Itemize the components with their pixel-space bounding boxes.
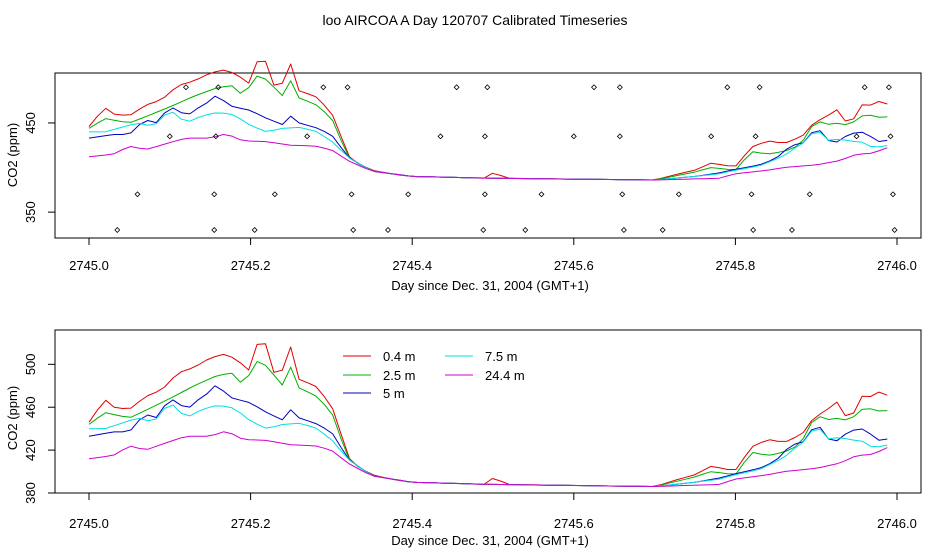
bottom-x-axis-label: Day since Dec. 31, 2004 (GMT+1)	[391, 533, 589, 548]
top-y-axis-label: CO2 (ppm)	[5, 123, 20, 187]
series-line-24-4-m-bottom	[88, 431, 888, 487]
x-tick-label: 2746.0	[877, 516, 917, 531]
diamond-marker	[215, 84, 222, 91]
diamond-marker	[405, 191, 412, 198]
diamond-marker	[114, 227, 121, 233]
diamond-marker	[853, 133, 860, 140]
x-tick-label: 2745.2	[231, 516, 271, 531]
x-tick-label: 2745.6	[554, 516, 594, 531]
diamond-marker	[212, 133, 219, 140]
diamond-marker	[480, 227, 487, 233]
diamond-marker	[134, 191, 141, 198]
legend-label: 0.4 m	[383, 349, 416, 364]
top-plot-frame	[54, 72, 922, 239]
x-tick-label: 2745.2	[231, 258, 271, 273]
diamond-marker	[182, 84, 189, 91]
diamond-marker	[320, 84, 327, 91]
bottom-x-axis: 2745.0 2745.2 2745.4 2745.6 2745.8 2746.0	[69, 493, 917, 531]
bottom-plot-frame	[54, 329, 922, 494]
diamond-marker	[889, 191, 896, 198]
diamond-marker	[344, 84, 351, 91]
diamond-marker	[591, 84, 597, 91]
diamond-marker	[724, 84, 731, 91]
series-line-2-5-m-top	[88, 75, 888, 181]
diamond-marker	[887, 133, 894, 140]
diamond-marker	[481, 191, 488, 198]
diamond-marker	[350, 227, 357, 233]
chart-title: loo AIRCOA A Day 120707 Calibrated Times…	[322, 12, 627, 28]
top-y-axis: 350 450	[23, 112, 55, 223]
diamond-marker	[616, 133, 623, 140]
top-series-lines	[88, 60, 888, 181]
series-line-0-4-m-bottom	[88, 343, 888, 487]
bottom-y-axis: 380 420 460 500	[23, 353, 55, 504]
diamond-marker	[348, 191, 355, 198]
diamond-marker	[788, 227, 795, 233]
diamond-marker	[620, 227, 627, 233]
diamond-marker	[570, 133, 577, 140]
diamond-marker	[538, 191, 545, 198]
y-tick-label: 460	[23, 396, 38, 418]
diamond-marker	[271, 191, 278, 198]
series-line-24-4-m-top	[88, 134, 888, 181]
diamond-marker	[166, 133, 173, 140]
diamond-marker	[481, 133, 488, 140]
diamond-marker	[708, 133, 715, 140]
diamond-marker	[861, 84, 868, 91]
diamond-marker	[659, 227, 666, 233]
top-x-axis-label: Day since Dec. 31, 2004 (GMT+1)	[391, 278, 589, 293]
diamond-marker	[453, 84, 460, 91]
top-markers	[114, 84, 898, 233]
y-tick-label: 500	[23, 353, 38, 375]
diamond-marker	[750, 227, 757, 233]
diamond-marker	[748, 191, 755, 198]
legend: 0.4 m 2.5 m 5 m 7.5 m 24.4 m	[343, 349, 525, 401]
x-tick-label: 2745.4	[392, 516, 432, 531]
diamond-marker	[384, 227, 391, 233]
bottom-y-axis-label: CO2 (ppm)	[5, 386, 20, 450]
x-tick-label: 2745.0	[69, 516, 109, 531]
y-tick-label: 450	[23, 112, 38, 134]
diamond-marker	[885, 84, 892, 91]
bottom-series-lines	[88, 343, 888, 487]
y-tick-label: 420	[23, 439, 38, 461]
top-panel: 2745.0 2745.2 2745.4 2745.6 2745.8 2746.0 350…	[5, 60, 922, 293]
diamond-marker	[484, 84, 491, 91]
diamond-marker	[616, 84, 623, 91]
diamond-marker	[806, 191, 813, 198]
x-tick-label: 2745.6	[554, 258, 594, 273]
x-tick-label: 2745.8	[716, 516, 756, 531]
diamond-marker	[891, 227, 898, 233]
x-tick-label: 2745.4	[392, 258, 432, 273]
legend-label: 5 m	[383, 386, 405, 401]
diamond-marker	[675, 191, 682, 198]
diamond-marker	[437, 133, 444, 140]
diamond-marker	[619, 191, 626, 198]
x-tick-label: 2745.8	[716, 258, 756, 273]
legend-label: 24.4 m	[485, 368, 525, 383]
legend-label: 2.5 m	[383, 368, 416, 383]
diamond-marker	[251, 227, 258, 233]
diamond-marker	[211, 191, 218, 198]
bottom-panel: 2745.0 2745.2 2745.4 2745.6 2745.8 2746.0 380…	[5, 329, 922, 548]
diamond-marker	[756, 84, 763, 91]
y-tick-label: 350	[23, 201, 38, 223]
series-line-0-4-m-top	[88, 60, 888, 181]
diamond-marker	[752, 133, 759, 140]
x-tick-label: 2746.0	[877, 258, 917, 273]
y-tick-label: 380	[23, 482, 38, 504]
diamond-marker	[304, 133, 311, 140]
diamond-marker	[211, 227, 218, 233]
legend-label: 7.5 m	[485, 349, 518, 364]
x-tick-label: 2745.0	[69, 258, 109, 273]
diamond-marker	[522, 227, 529, 233]
top-x-axis: 2745.0 2745.2 2745.4 2745.6 2745.8 2746.0	[69, 238, 917, 273]
